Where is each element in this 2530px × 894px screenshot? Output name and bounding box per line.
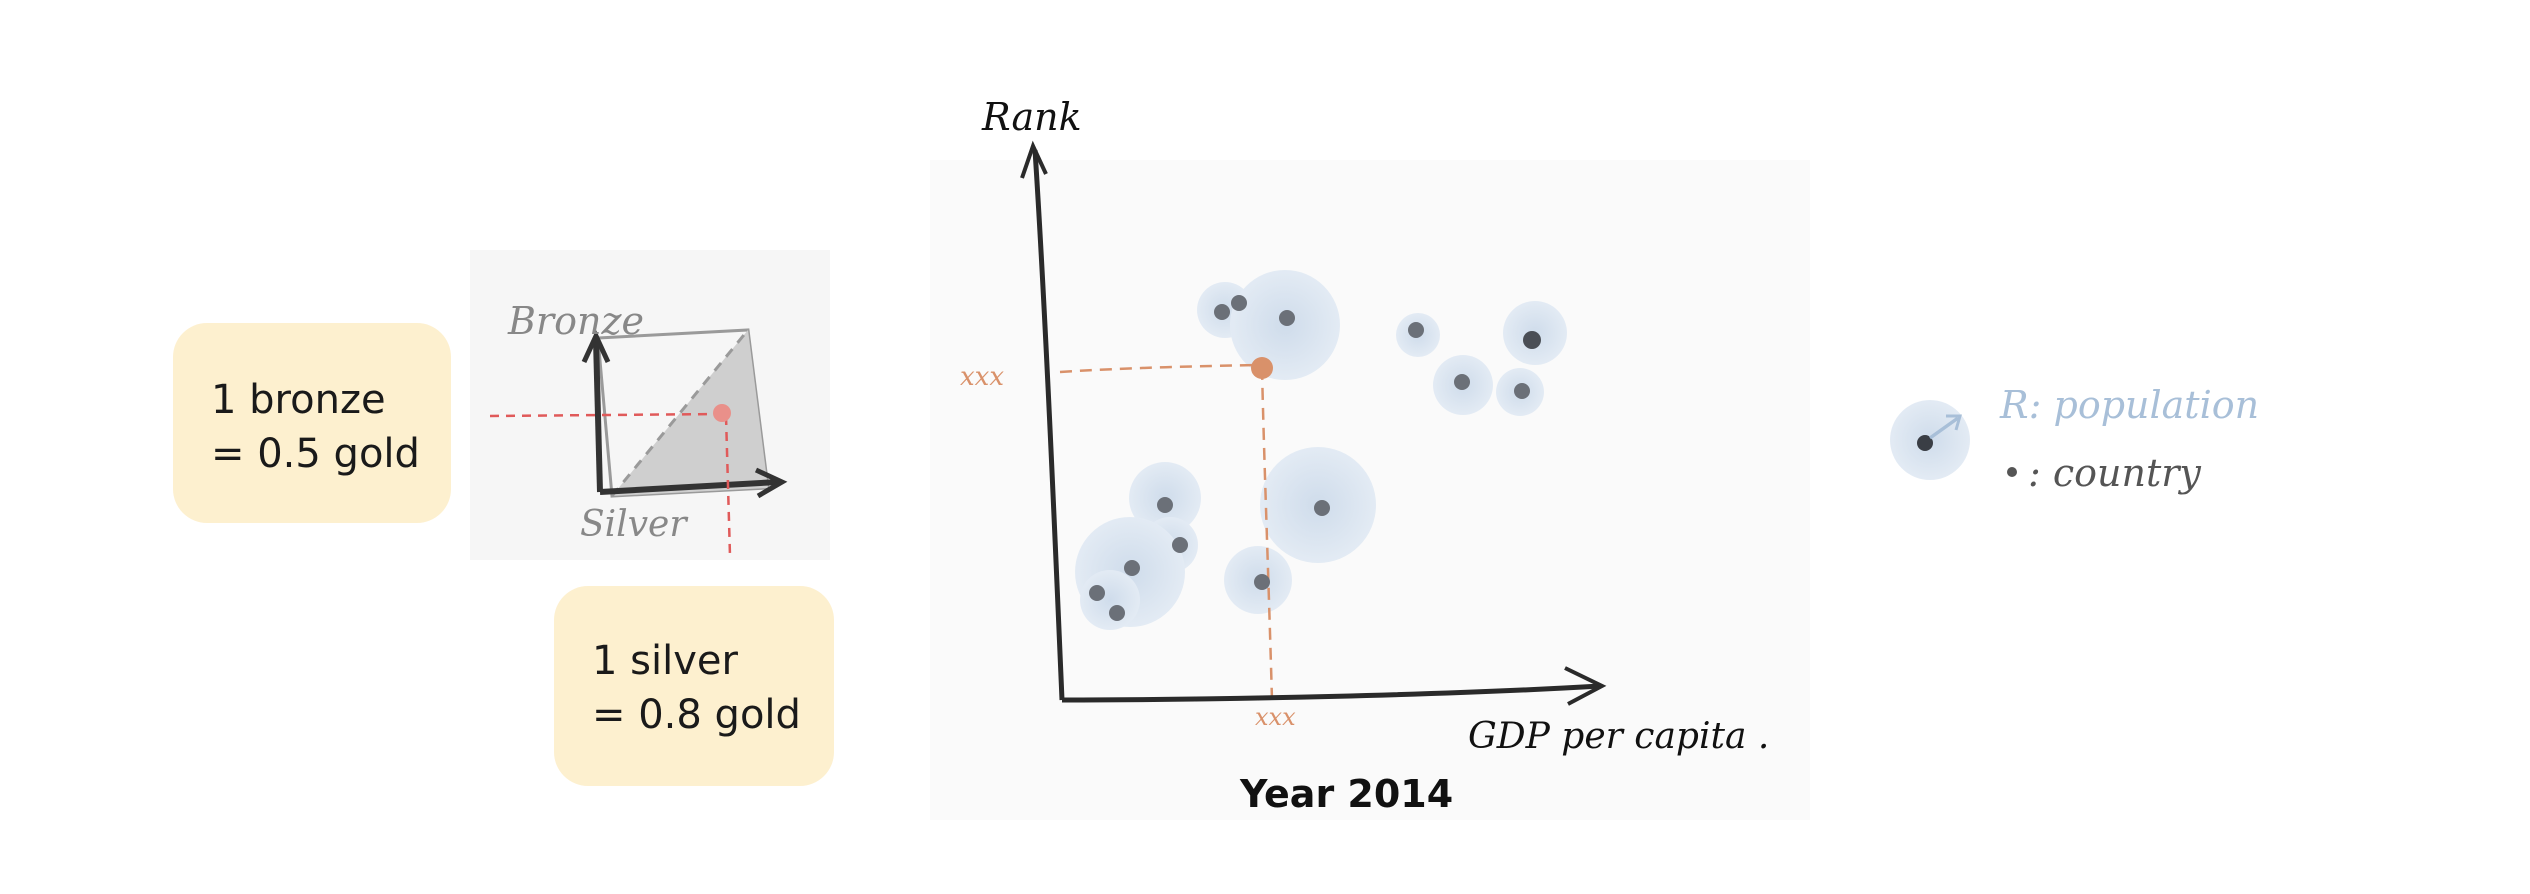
bronze-axis-arrow bbox=[581, 330, 611, 364]
rank-axis-arrow bbox=[1020, 140, 1048, 179]
legend-country-point bbox=[1917, 435, 1933, 451]
country-point bbox=[1514, 383, 1530, 399]
country-point bbox=[1279, 310, 1295, 326]
medal-point bbox=[713, 404, 731, 422]
silver-guide-line bbox=[724, 415, 732, 557]
country-point bbox=[1254, 574, 1270, 590]
silver-axis bbox=[599, 479, 779, 495]
gdp-guide-line bbox=[1260, 367, 1274, 701]
encoding-legend: R: population : country bbox=[1890, 383, 2259, 495]
legend-population-label: R: population bbox=[1999, 383, 2259, 427]
bronze-conversion-line1: 1 bronze bbox=[211, 377, 386, 423]
bronze-guide-line bbox=[489, 412, 723, 418]
gdp-rank-scatter-sketch: Rank GDP per capita . xxx xxx bbox=[930, 95, 1810, 820]
rank-guide-line bbox=[1059, 363, 1263, 374]
legend-radius-arrow bbox=[1928, 416, 1960, 440]
year-caption: Year 2014 bbox=[1240, 772, 1454, 816]
gdp-axis-arrow bbox=[1564, 666, 1607, 706]
legend-country-label: : country bbox=[2028, 451, 2201, 495]
sketch-background bbox=[470, 250, 830, 560]
population-bubble bbox=[1080, 570, 1140, 630]
legend-country-dot bbox=[2007, 467, 2017, 477]
rank-axis-label: Rank bbox=[981, 95, 1082, 139]
medal-weight-sketch: Bronze Silver bbox=[470, 250, 830, 560]
gdp-axis bbox=[1061, 683, 1601, 703]
silver-conversion-box: 1 silver = 0.8 gold bbox=[554, 586, 834, 786]
country-point bbox=[1523, 331, 1541, 349]
silver-axis-label: Silver bbox=[580, 504, 688, 545]
medal-shaded-triangle bbox=[612, 330, 768, 496]
country-points bbox=[1089, 295, 1541, 621]
rank-value-marker: xxx bbox=[960, 362, 1004, 392]
country-point bbox=[1231, 295, 1247, 311]
country-point bbox=[1157, 497, 1173, 513]
country-point bbox=[1172, 537, 1188, 553]
country-point bbox=[1314, 500, 1330, 516]
country-point bbox=[1109, 605, 1125, 621]
gdp-value-marker: xxx bbox=[1255, 703, 1296, 731]
rank-axis bbox=[1032, 149, 1065, 701]
country-point bbox=[1089, 585, 1105, 601]
country-point bbox=[1454, 374, 1470, 390]
country-point bbox=[1124, 560, 1140, 576]
legend-radius-arrowhead bbox=[1946, 414, 1962, 431]
country-point bbox=[1408, 322, 1424, 338]
bronze-conversion-box: 1 bronze = 0.5 gold bbox=[173, 323, 451, 523]
highlighted-country-point bbox=[1251, 357, 1273, 379]
silver-axis-arrow bbox=[754, 467, 788, 499]
gdp-axis-label: GDP per capita . bbox=[1468, 716, 1769, 757]
country-point bbox=[1214, 304, 1230, 320]
silver-conversion-line1: 1 silver bbox=[592, 638, 738, 684]
bronze-axis-label: Bronze bbox=[507, 299, 644, 343]
bronze-conversion-line2: = 0.5 gold bbox=[211, 431, 420, 477]
silver-conversion-line2: = 0.8 gold bbox=[592, 692, 801, 738]
bronze-axis bbox=[593, 339, 603, 493]
